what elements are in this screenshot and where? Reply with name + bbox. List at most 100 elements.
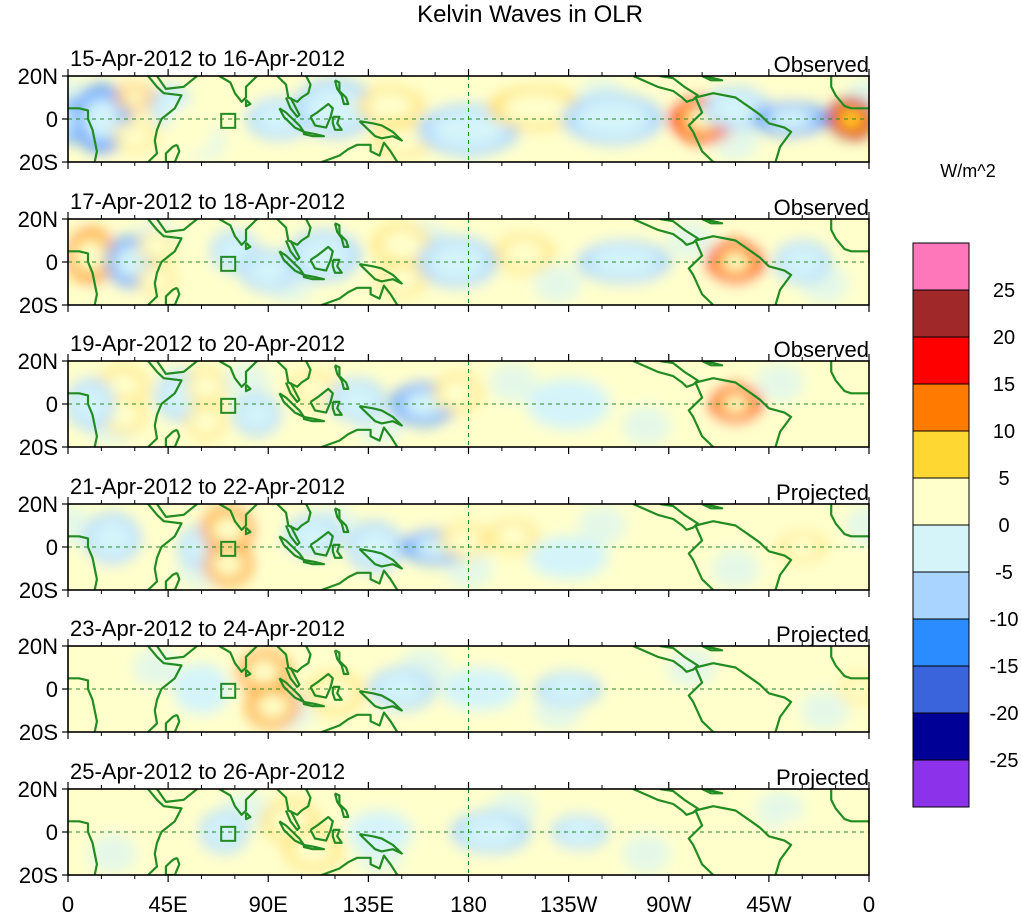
coastline: [701, 504, 724, 510]
coastline: [632, 789, 699, 816]
reference-box: [220, 255, 237, 272]
coastline: [687, 97, 715, 162]
coastline: [358, 548, 403, 570]
colorbar-level-label: -20: [990, 703, 1019, 725]
coastline: [284, 809, 301, 831]
colorbar-swatch: [912, 242, 970, 291]
y-tick-label: 20S: [19, 720, 58, 745]
coastline: [687, 240, 715, 305]
coastline: [321, 569, 399, 590]
coastline: [302, 415, 325, 423]
coastline: [68, 820, 98, 875]
coastline: [309, 815, 334, 842]
coastline: [302, 130, 325, 138]
coastline: [244, 811, 252, 821]
anomaly-cell: [246, 685, 299, 728]
coastline: [701, 646, 724, 652]
anomaly-cell: [68, 227, 115, 284]
coastline: [302, 273, 325, 281]
y-tick-label: 20N: [18, 207, 58, 232]
panel-5: 20N 0 20S 23-Apr-2012 to 24-Apr-2012 Project…: [18, 616, 870, 745]
coastline: [164, 856, 181, 875]
y-tick-label: 20S: [19, 578, 58, 603]
coastline: [276, 219, 312, 246]
coastline: [218, 504, 258, 531]
coastline: [358, 263, 403, 285]
coastline: [331, 115, 343, 131]
coastline: [276, 646, 312, 673]
coastline: [218, 76, 258, 103]
anomaly-cell: [369, 667, 435, 711]
anomaly-cell: [137, 232, 177, 262]
coastline: [68, 107, 98, 162]
panel-4: 20N 0 20S 21-Apr-2012 to 22-Apr-2012 Project…: [18, 474, 870, 603]
coastline: [830, 219, 869, 253]
colorbar-swatch: [912, 289, 970, 338]
coastline: [164, 143, 181, 162]
coastline: [302, 843, 325, 851]
coastline: [156, 361, 198, 375]
colorbar-level-label: -10: [990, 609, 1019, 631]
coastline: [830, 646, 869, 680]
anomaly-cell: [237, 650, 290, 693]
coastline: [244, 98, 252, 108]
x-tick-label: 90E: [249, 892, 288, 917]
panel-status: Projected: [776, 622, 869, 647]
coastline: [68, 535, 98, 590]
anomaly-cell: [495, 234, 553, 273]
x-tick-label: 45W: [746, 892, 791, 917]
panels-group: 20N 0 20S 15-Apr-2012 to 16-Apr-2012 Observe…: [18, 46, 870, 888]
anomaly-cell: [489, 519, 537, 554]
coastline: [687, 382, 715, 447]
coastline: [218, 219, 258, 246]
coastline: [276, 76, 312, 103]
coastlines: [68, 504, 869, 590]
coastline: [147, 219, 183, 305]
coastline: [321, 854, 399, 875]
anomaly-cell: [778, 532, 827, 562]
coastline: [244, 668, 252, 678]
colorbar: 25 20 15 10 5 0 -5 -10 -15 -20 -25: [912, 242, 1019, 808]
coastline: [333, 792, 350, 819]
coastline: [333, 79, 350, 106]
anomaly-cell: [113, 121, 157, 151]
coastline: [284, 96, 301, 118]
coastline: [333, 649, 350, 676]
colorbar-swatch: [912, 430, 970, 479]
panel-status: Projected: [776, 480, 869, 505]
anomaly-cell: [186, 402, 226, 441]
coastline: [701, 219, 724, 225]
coastline: [331, 400, 343, 416]
panel-3: 20N 0 20S 19-Apr-2012 to 20-Apr-2012 Observe…: [18, 331, 870, 460]
coastline: [147, 76, 183, 162]
anomaly-cell: [433, 374, 482, 413]
anomaly-cell: [551, 815, 608, 849]
colorbar-level-label: 20: [993, 327, 1015, 349]
anomaly-cell: [527, 378, 611, 430]
coastline: [331, 685, 343, 701]
coastline: [147, 504, 183, 590]
x-axis: 0 45E 90E 135E 180 135W 90W 45W 0: [62, 892, 875, 917]
coastline: [164, 571, 181, 590]
coastline: [321, 426, 399, 447]
y-tick-label: 0: [46, 250, 58, 275]
reference-box: [220, 397, 237, 414]
coastline: [632, 504, 699, 531]
anomaly-cell: [778, 817, 827, 847]
coastline: [358, 405, 403, 427]
panel-date-range: 21-Apr-2012 to 22-Apr-2012: [70, 474, 345, 499]
coastline: [358, 120, 403, 142]
coastline: [331, 258, 343, 274]
y-tick-label: 20S: [19, 863, 58, 888]
coastline: [321, 284, 399, 305]
anomaly-cell: [84, 512, 141, 564]
coastline: [830, 789, 869, 823]
colorbar-level-label: -25: [990, 750, 1019, 772]
coastline: [244, 526, 252, 536]
panel-1: 20N 0 20S 15-Apr-2012 to 16-Apr-2012 Observe…: [18, 46, 870, 175]
coastline: [302, 558, 325, 566]
coastline: [632, 76, 699, 103]
coastline: [276, 504, 312, 531]
anomaly-cell: [306, 672, 364, 715]
